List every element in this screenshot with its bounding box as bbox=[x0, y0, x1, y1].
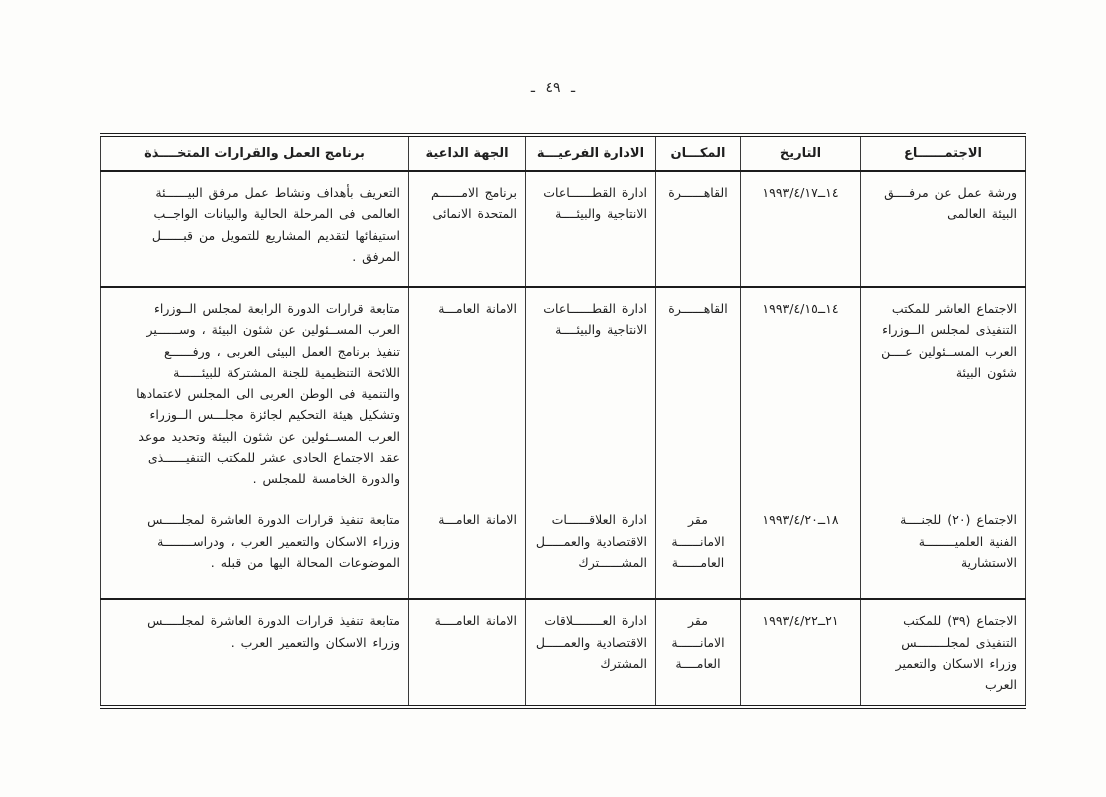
inviting-body-cell: الامانة العامـــة bbox=[408, 287, 526, 500]
meeting-cell: الاجتماع (٣٩) للمكتب التنفيذى لمجلــــــ… bbox=[860, 599, 1026, 708]
meetings-table: الاجتمــــــاع التاريخ المكـــان الادارة… bbox=[100, 133, 1026, 710]
program-cell: متابعة تنفيذ قرارات الدورة العاشرة لمجلـ… bbox=[100, 499, 409, 600]
meeting-cell: الاجتماع (٢٠) للجنــــة الفنية العلميـــ… bbox=[860, 499, 1026, 600]
subadmin-cell: ادارة القطــــــاعات الانتاجية والبيئـــ… bbox=[525, 171, 656, 287]
date-cell: ١٤ــ١٩٩٣/٤/١٥ bbox=[740, 287, 861, 500]
meeting-cell: الاجتماع العاشر للمكتب التنفيذى لمجلس ال… bbox=[860, 287, 1026, 500]
table-header-row: الاجتمــــــاع التاريخ المكـــان الادارة… bbox=[100, 135, 1026, 172]
column-header-subadmin: الادارة الفرعيـــة bbox=[525, 135, 656, 172]
date-cell: ١٨ــ١٩٩٣/٤/٢٠ bbox=[740, 499, 861, 600]
inviting-body-cell: الامانة العامــــة bbox=[408, 599, 526, 708]
place-cell: مقر الامانــــــة العامــــة bbox=[655, 599, 741, 708]
subadmin-cell: ادارة القطــــــاعات الانتاجية والبيئـــ… bbox=[525, 287, 656, 500]
program-cell: متابعة قرارات الدورة الرابعة لمجلس الــو… bbox=[100, 287, 409, 500]
date-cell: ٢١ــ١٩٩٣/٤/٢٢ bbox=[740, 599, 861, 708]
column-header-inviting-body: الجهة الداعية bbox=[408, 135, 526, 172]
subadmin-cell: ادارة العلاقــــــات الاقتصادية والعمـــ… bbox=[525, 499, 656, 600]
program-cell: متابعة تنفيذ قرارات الدورة العاشرة لمجلـ… bbox=[100, 599, 409, 708]
table-row: الاجتماع العاشر للمكتب التنفيذى لمجلس ال… bbox=[100, 287, 1026, 500]
column-header-program: برنامج العمل والقرارات المتخــــذة bbox=[100, 135, 409, 172]
meeting-cell: ورشة عمل عن مرفــــق البيئة العالمى bbox=[860, 171, 1026, 287]
program-cell: التعريف بأهداف ونشاط عمل مرفق البيــــــ… bbox=[100, 171, 409, 287]
table-row: الاجتماع (٢٠) للجنــــة الفنية العلميـــ… bbox=[100, 499, 1026, 600]
date-cell: ١٤ــ١٩٩٣/٤/١٧ bbox=[740, 171, 861, 287]
place-cell: مقر الامانــــــة العامــــــة bbox=[655, 499, 741, 600]
table-row: الاجتماع (٣٩) للمكتب التنفيذى لمجلــــــ… bbox=[100, 599, 1026, 708]
meetings-table-container: الاجتمــــــاع التاريخ المكـــان الادارة… bbox=[100, 133, 1026, 710]
column-header-date: التاريخ bbox=[740, 135, 861, 172]
page-number: ـ ٤٩ ـ bbox=[530, 80, 576, 96]
inviting-body-cell: الامانة العامـــة bbox=[408, 499, 526, 600]
place-cell: القاهــــــرة bbox=[655, 287, 741, 500]
subadmin-cell: ادارة العــــــــلاقات الاقتصادية والعمـ… bbox=[525, 599, 656, 708]
table-row: ورشة عمل عن مرفــــق البيئة العالمى ١٤ــ… bbox=[100, 171, 1026, 287]
column-header-place: المكـــان bbox=[655, 135, 741, 172]
column-header-meeting: الاجتمــــــاع bbox=[860, 135, 1026, 172]
inviting-body-cell: برنامج الامــــــم المتحدة الانمائى bbox=[408, 171, 526, 287]
place-cell: القاهــــــرة bbox=[655, 171, 741, 287]
